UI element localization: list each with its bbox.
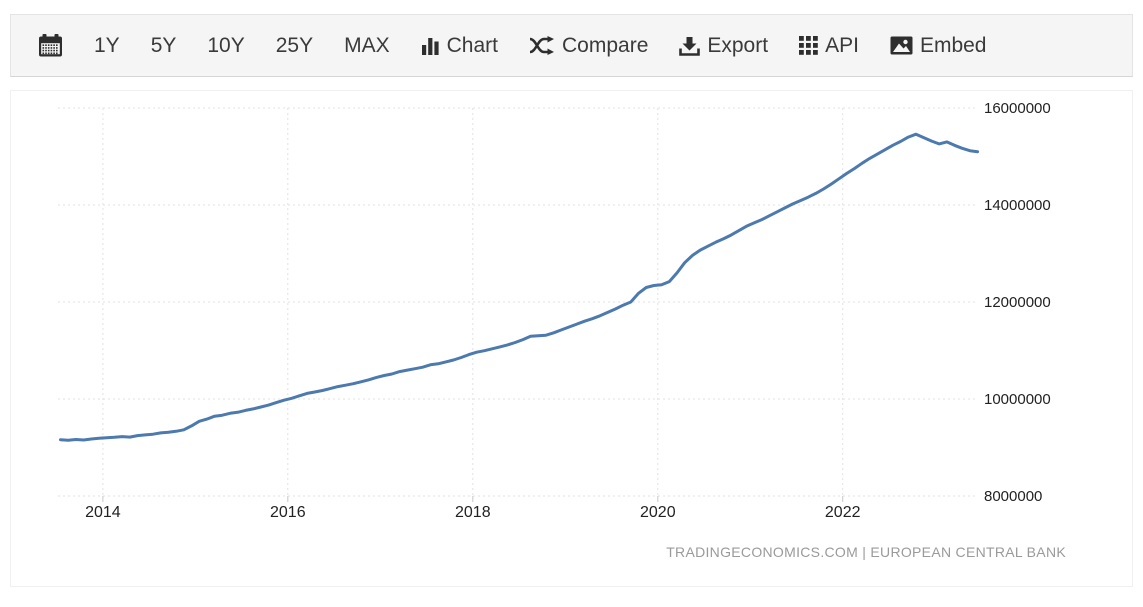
download-icon [679,36,701,56]
toolbar-api-button[interactable]: API [799,34,859,58]
toolbar-export-button[interactable]: Export [679,34,768,58]
chart-attribution: TRADINGECONOMICS.COM | EUROPEAN CENTRAL … [666,544,1066,560]
chart-toolbar: 1Y 5Y 10Y 25Y MAX Chart Compare Export API Embed [10,14,1133,77]
toolbar-compare-button[interactable]: Compare [529,34,648,58]
toolbar-max-button[interactable]: MAX [344,34,390,58]
toolbar-1y-button[interactable]: 1Y [94,34,120,58]
y-axis-label: 10000000 [984,391,1051,408]
y-axis-label: 8000000 [984,488,1042,505]
toolbar-button-label: API [825,33,859,57]
calendar-icon [38,34,63,57]
chart-area: 8000000 10000000 12000000 14000000 16000000 2… [10,90,1133,587]
x-axis-label: 2022 [825,504,861,521]
x-axis-label: 2016 [270,504,306,521]
toolbar-chart-button[interactable]: Chart [421,34,498,58]
bar-chart-icon [421,36,440,55]
y-axis-label: 14000000 [984,197,1051,214]
x-axis-label: 2018 [455,504,491,521]
toolbar-5y-button[interactable]: 5Y [151,34,177,58]
toolbar-25y-button[interactable]: 25Y [276,34,313,58]
toolbar-button-label: MAX [344,33,390,57]
toolbar-button-label: 5Y [150,33,177,57]
x-axis-label: 2014 [85,504,121,521]
line-chart: 8000000 10000000 12000000 14000000 16000000 2… [58,100,1051,521]
shuffle-icon [529,36,555,55]
toolbar-button-label: Chart [446,33,498,57]
y-axis-label: 16000000 [984,100,1051,117]
toolbar-button-label: 1Y [94,33,120,57]
toolbar-button-label: Embed [919,33,987,57]
money-supply-line [59,132,980,442]
grid-icon [799,36,818,55]
toolbar-button-label: 10Y [207,33,245,57]
toolbar-embed-button[interactable]: Embed [890,33,987,58]
y-axis-label: 12000000 [984,294,1051,311]
toolbar-button-label: Export [707,33,769,57]
toolbar-calendar-button[interactable] [38,34,63,57]
toolbar-10y-button[interactable]: 10Y [207,34,244,58]
toolbar-button-label: Compare [562,33,649,57]
image-icon [890,36,913,55]
x-axis-label: 2020 [640,504,676,521]
toolbar-button-label: 25Y [275,33,314,57]
